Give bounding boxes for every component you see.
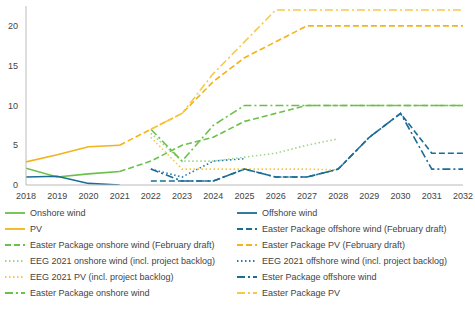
svg-text:2020: 2020	[78, 191, 98, 201]
svg-text:2028: 2028	[328, 191, 348, 201]
svg-text:2025: 2025	[234, 191, 254, 201]
html-text:PV: PV	[30, 224, 42, 234]
html-text:Offshore wind: Offshore wind	[262, 208, 318, 218]
svg-text:2019: 2019	[47, 191, 67, 201]
svg-text:2023: 2023	[172, 191, 192, 201]
html-text:EEG 2021 PV (incl. project bac: EEG 2021 PV (incl. project backlog)	[30, 272, 174, 282]
html-text:Onshore wind: Onshore wind	[30, 208, 86, 218]
svg-text:0: 0	[13, 180, 18, 190]
svg-text:20: 20	[8, 21, 18, 31]
svg-text:2029: 2029	[359, 191, 379, 201]
html-text:Easter Package onshore wind: Easter Package onshore wind	[30, 288, 150, 298]
svg-text:2022: 2022	[141, 191, 161, 201]
html-text:Easter Package PV (February dr: Easter Package PV (February draft)	[262, 240, 406, 250]
svg-text:2027: 2027	[297, 191, 317, 201]
html-text:Easter Package PV: Easter Package PV	[262, 288, 340, 298]
html-text:Easter Package offshore wind (: Easter Package offshore wind (February d…	[262, 224, 447, 234]
svg-text:10: 10	[8, 101, 18, 111]
svg-text:2021: 2021	[110, 191, 130, 201]
svg-text:2018: 2018	[16, 191, 36, 201]
html-text:EEG 2021 offshore wind (incl.: EEG 2021 offshore wind (incl. project ba…	[262, 256, 447, 266]
svg-text:2030: 2030	[391, 191, 411, 201]
html-text:EEG 2021 onshore wind (incl. p: EEG 2021 onshore wind (incl. project bac…	[30, 256, 216, 266]
svg-text:15: 15	[8, 61, 18, 71]
html-text:Ester Package offshore wind: Ester Package offshore wind	[262, 272, 377, 282]
svg-text:2026: 2026	[266, 191, 286, 201]
svg-text:2024: 2024	[203, 191, 223, 201]
svg-text:2032: 2032	[453, 191, 467, 201]
svg-text:2031: 2031	[422, 191, 442, 201]
html-text:Easter Package onshore wind (F: Easter Package onshore wind (February dr…	[30, 240, 215, 250]
svg-text:5: 5	[13, 140, 18, 150]
